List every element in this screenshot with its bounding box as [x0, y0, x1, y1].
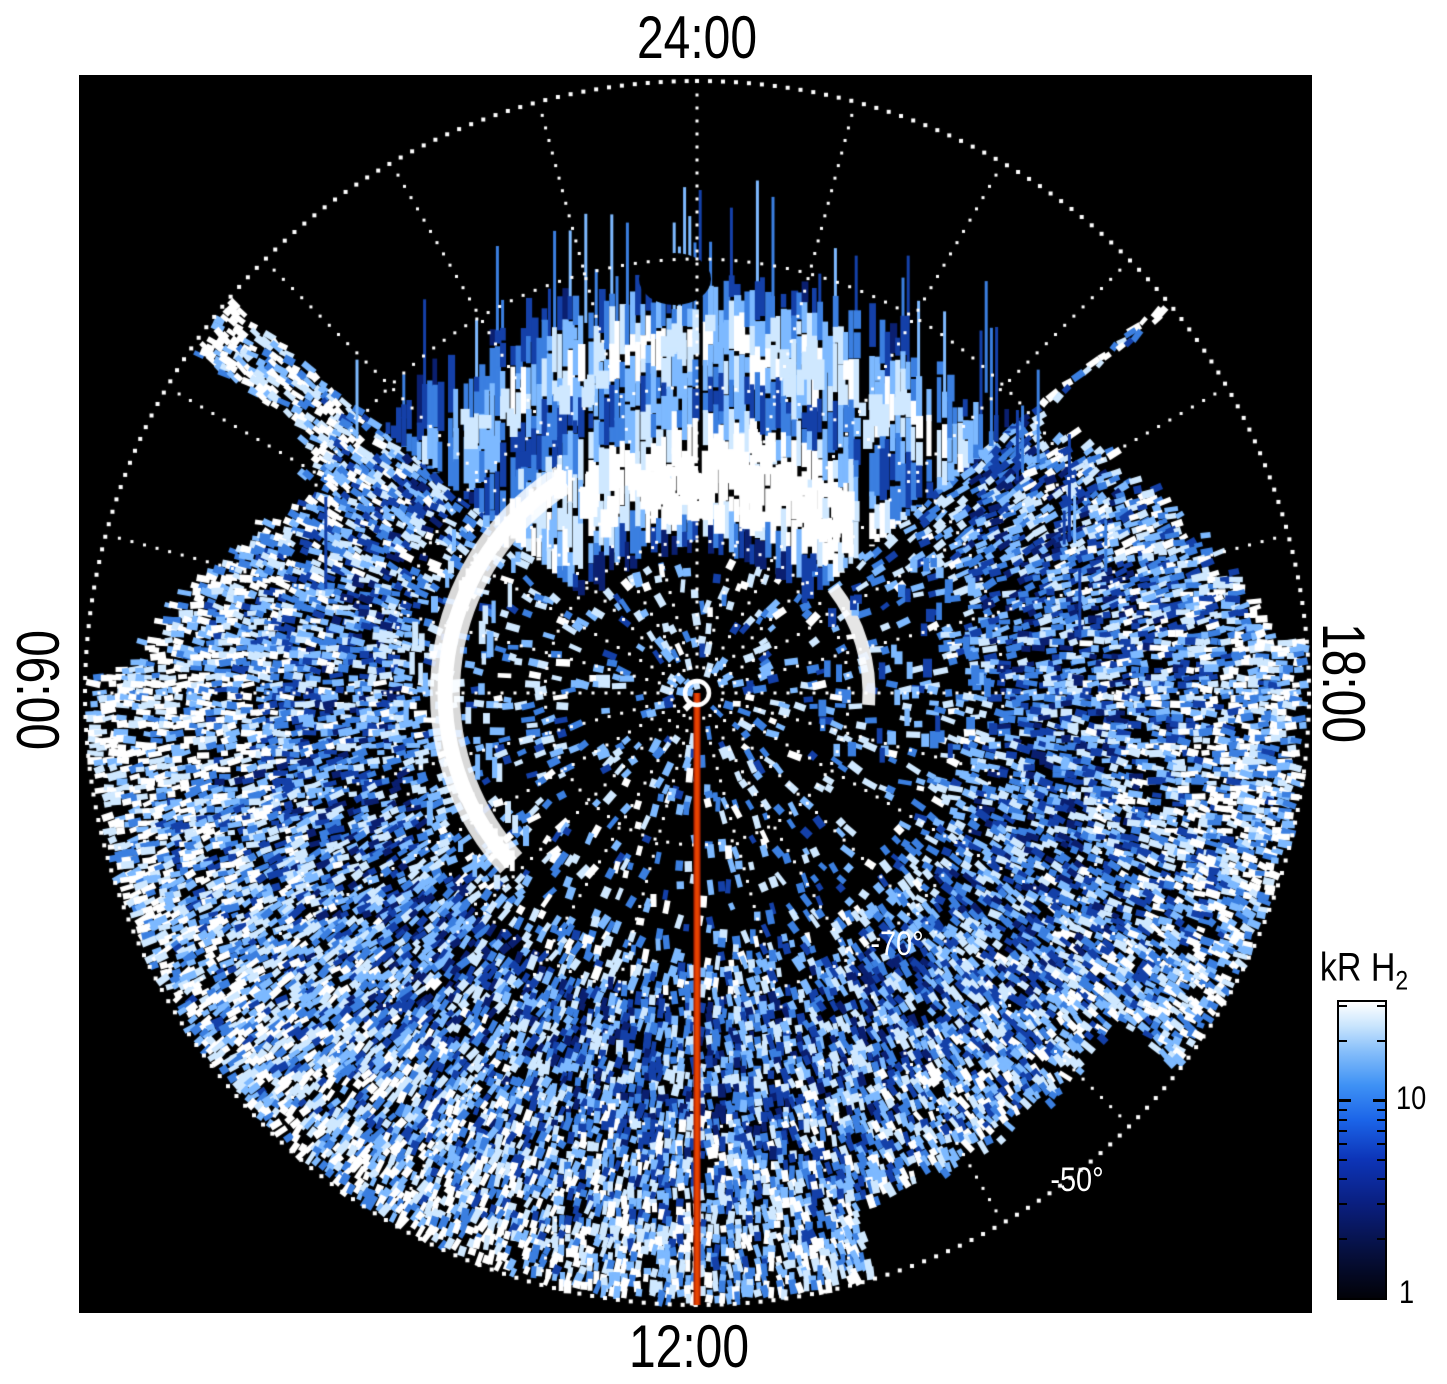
- colorbar-tick-mark: [1339, 1202, 1347, 1205]
- colorbar-tick-mark: [1339, 1040, 1347, 1043]
- colorbar-tick-mark: [1339, 1159, 1347, 1162]
- colorbar-tick-mark: [1339, 1005, 1347, 1008]
- colorbar-gradient: [1337, 1000, 1387, 1300]
- colorbar-tick-mark: [1339, 1108, 1347, 1111]
- colorbar-tick-mark: [1377, 1108, 1385, 1111]
- colorbar-tick-mark: [1339, 1130, 1347, 1133]
- colorbar-tick-mark: [1339, 1237, 1347, 1240]
- colorbar-tick-mark: [1339, 1178, 1347, 1181]
- colorbar-tick-mark: [1377, 1202, 1385, 1205]
- colorbar-tick-mark: [1377, 1237, 1385, 1240]
- hour-label-1200: 12:00: [628, 1313, 750, 1380]
- hour-label-2400: 24:00: [636, 4, 758, 71]
- colorbar-tick-mark: [1373, 1099, 1385, 1103]
- colorbar-tick-mark: [1377, 1130, 1385, 1133]
- colorbar-tick-mark: [1377, 1040, 1385, 1043]
- colorbar-tick-mark: [1377, 1005, 1385, 1008]
- colorbar-tick-mark: [1339, 1099, 1351, 1103]
- hour-label-0600: 06:00: [4, 629, 71, 751]
- colorbar-tick-mark: [1339, 1143, 1347, 1146]
- colorbar-tick-mark: [1377, 1118, 1385, 1121]
- hour-label-1800: 18:00: [1310, 622, 1377, 744]
- colorbar-tick-mark: [1377, 1159, 1385, 1162]
- colorbar-tick-mark: [1377, 1143, 1385, 1146]
- colorbar-tick-mark: [1339, 1118, 1347, 1121]
- colorbar-tick-label-10: 10: [1396, 1080, 1427, 1116]
- colorbar-tick-mark: [1377, 1178, 1385, 1181]
- polar-heatmap-canvas: [79, 75, 1312, 1313]
- polar-plot-area: [79, 75, 1312, 1313]
- colorbar-tick-label-1: 1: [1399, 1274, 1415, 1310]
- colorbar-title: kR H2: [1319, 945, 1409, 996]
- colorbar-title-subscript: 2: [1395, 965, 1409, 996]
